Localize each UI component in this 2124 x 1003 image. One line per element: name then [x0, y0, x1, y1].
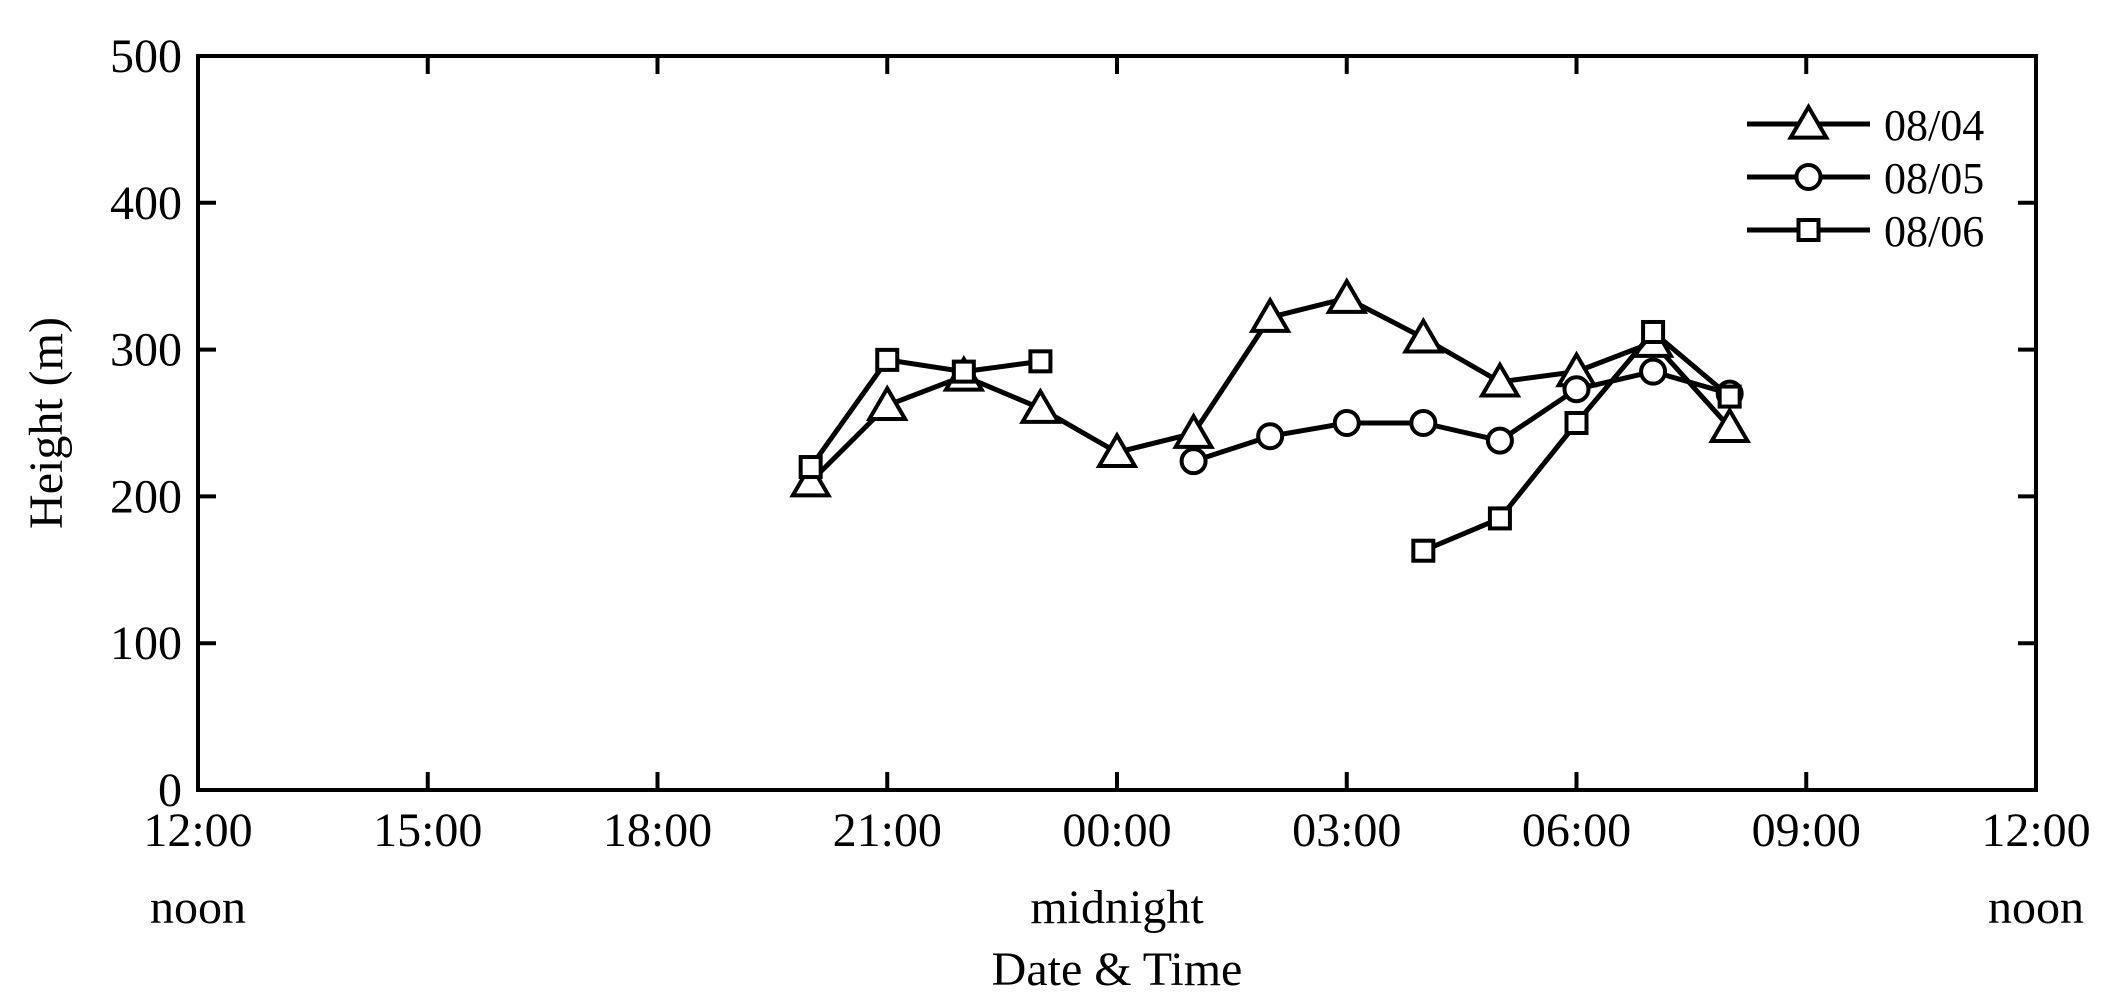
- legend-label: 08/05: [1884, 154, 1984, 203]
- y-tick-labels: 0 100 200 300 400 500: [110, 30, 182, 817]
- series-line-08-06: [808, 357, 1041, 469]
- data-point-08-05: [1562, 375, 1591, 404]
- y-tick-label: 100: [110, 617, 182, 670]
- data-point-08-04: [1402, 316, 1445, 354]
- data-point-08-04: [1172, 412, 1215, 449]
- x-sub-label: noon: [150, 881, 246, 934]
- legend-label: 08/06: [1884, 207, 1984, 256]
- data-point-08-06: [1028, 349, 1053, 374]
- x-sub-label: noon: [1988, 881, 2084, 934]
- data-point-08-04: [1095, 431, 1139, 468]
- x-tick-label: 21:00: [833, 804, 942, 857]
- x-tick-labels: 12:00 15:00 18:00 21:00 00:00 03:00 06:00 09:00…: [143, 804, 2090, 857]
- y-tick-label: 500: [110, 30, 182, 83]
- data-point-08-06: [951, 359, 976, 384]
- y-tick-label: 300: [110, 324, 182, 377]
- x-tick-label: 00:00: [1062, 804, 1171, 857]
- data-point-08-05: [1485, 426, 1514, 455]
- x-sub-labels: noon midnight noon: [150, 881, 2084, 934]
- x-tick-label: 12:00: [143, 804, 252, 857]
- y-tick-label: 200: [110, 470, 182, 523]
- data-point-08-05: [1409, 409, 1438, 437]
- data-point-08-05: [1179, 447, 1208, 476]
- y-tick-label: 400: [110, 177, 182, 230]
- legend-label: 08/04: [1884, 101, 1984, 150]
- plot-frame: [196, 54, 2038, 792]
- x-tick-label: 06:00: [1522, 804, 1631, 857]
- axis-ticks: [196, 54, 2038, 792]
- data-point-08-04: [1248, 296, 1292, 333]
- x-tick-label: 15:00: [373, 804, 482, 857]
- data-point-08-06: [1717, 384, 1742, 409]
- data-point-08-05: [1332, 409, 1361, 437]
- legend-marker: [1794, 163, 1823, 191]
- data-point-08-06: [1564, 411, 1589, 435]
- x-tick-label: 18:00: [603, 804, 712, 857]
- y-axis-title: Height (m): [20, 317, 73, 529]
- data-point-08-04: [865, 384, 909, 421]
- data-point-08-05: [1256, 422, 1285, 451]
- data-point-08-04: [1708, 406, 1751, 444]
- data-point-08-05: [1639, 357, 1668, 386]
- data-point-08-04: [1478, 360, 1522, 398]
- data-point-08-06: [1411, 538, 1436, 563]
- x-axis-title: Date & Time: [992, 943, 1243, 996]
- legend-marker: [1787, 103, 1830, 140]
- x-sub-label: midnight: [1030, 881, 1204, 934]
- data-point-08-04: [789, 460, 832, 498]
- data-point-08-06: [1487, 506, 1512, 531]
- x-tick-label: 12:00: [1981, 804, 2090, 857]
- legend-marker: [1796, 218, 1821, 242]
- data-point-08-06: [798, 455, 823, 480]
- data-point-08-06: [875, 347, 900, 372]
- series-layer: [789, 277, 1751, 563]
- y-tick-label: 0: [158, 764, 182, 817]
- x-tick-label: 03:00: [1292, 804, 1401, 857]
- data-point-08-04: [1325, 277, 1369, 314]
- data-point-08-06: [1641, 319, 1666, 344]
- data-point-08-04: [1019, 387, 1062, 424]
- x-tick-label: 09:00: [1752, 804, 1861, 857]
